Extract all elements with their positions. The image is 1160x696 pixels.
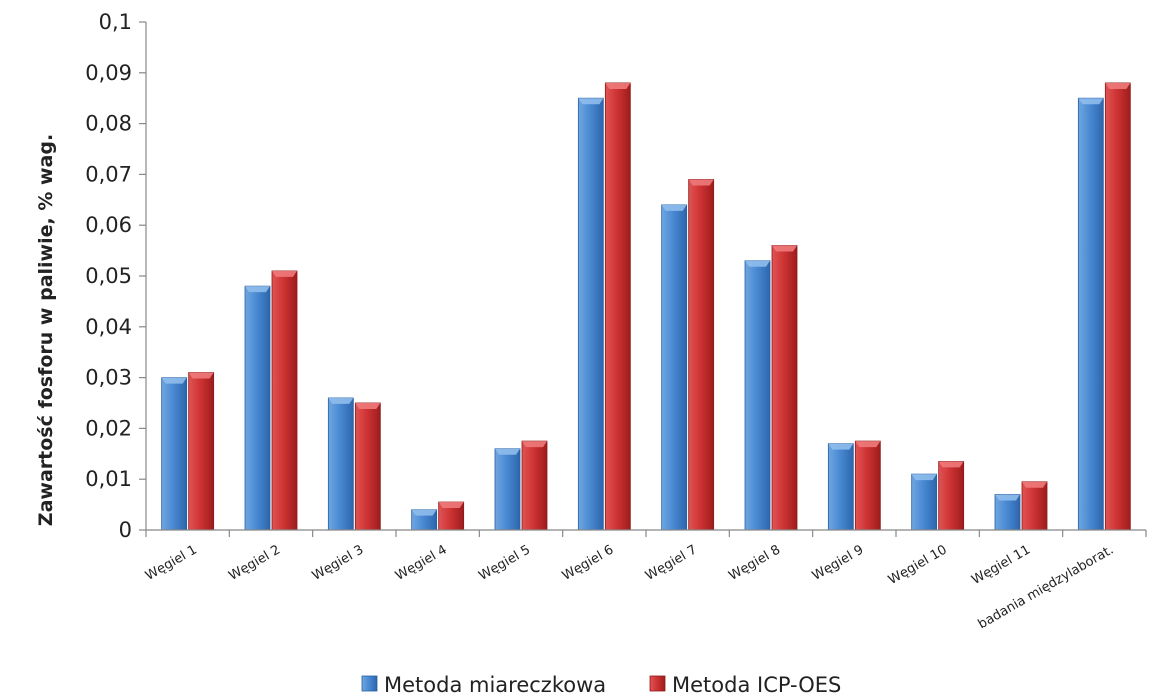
x-tick-label: badania międzylaborat. [976,542,1117,632]
y-axis-label: Zawartość fosforu w paliwie, % wag. [35,134,57,526]
bar-metoda-miareczkowa [411,509,438,531]
y-tick-label: 0,07 [85,162,132,186]
bar-metoda-icp-oes [938,461,965,531]
y-tick-label: 0,06 [85,213,132,237]
bar-metoda-miareczkowa [661,204,688,531]
x-tick-label: Węgiel 11 [969,542,1033,587]
bar-metoda-miareczkowa [911,473,938,531]
bar-metoda-miareczkowa [327,397,354,531]
bar-metoda-icp-oes [438,501,465,531]
x-tick-label: Węgiel 10 [886,542,950,587]
x-tick-label: Węgiel 3 [310,542,367,583]
bar-metoda-icp-oes [521,440,548,531]
bar-metoda-icp-oes [188,372,215,531]
bar-metoda-miareczkowa [244,285,271,531]
bar-metoda-miareczkowa [161,377,188,531]
x-tick-label: Węgiel 4 [393,542,450,583]
bar-metoda-icp-oes [1104,82,1131,531]
x-tick-label: Węgiel 1 [143,542,200,583]
legend-swatch [361,675,378,692]
bar-metoda-icp-oes [1021,481,1048,531]
y-tick-label: 0,04 [85,315,132,339]
x-tick-label: Węgiel 6 [560,542,617,583]
legend-item: Metoda ICP-OES [649,673,841,696]
x-tick-label: Węgiel 5 [476,542,533,583]
bars [161,82,1131,531]
bar-metoda-miareczkowa [744,260,771,531]
y-tick-label: 0,09 [85,61,132,85]
y-tick-label: 0,1 [99,10,132,34]
x-axis: Węgiel 1 Węgiel 2 Węgiel 3 Węgiel 4 Węgiel 5… [143,529,1147,632]
bar-metoda-miareczkowa [827,443,854,531]
x-tick-label: Węgiel 2 [226,542,283,583]
bar-metoda-icp-oes [604,82,631,531]
legend-label: Metoda miareczkowa [384,673,606,696]
x-tick-label: Węgiel 7 [643,542,700,583]
x-tick-label: Węgiel 9 [810,542,867,583]
legend-item: Metoda miareczkowa [361,673,606,696]
y-tick-label: 0 [119,518,132,542]
legend: Metoda miareczkowa Metoda ICP-OES [361,673,841,696]
y-axis: 0 0,01 0,02 0,03 0,04 0,05 0,06 0,07 0,08 0,09 0,1 [85,10,147,542]
legend-swatch [649,675,666,692]
legend-label: Metoda ICP-OES [672,673,841,696]
y-tick-label: 0,02 [85,416,132,440]
y-tick-label: 0,08 [85,112,132,136]
y-tick-label: 0,01 [85,467,132,491]
bar-metoda-icp-oes [771,245,798,531]
bar-metoda-miareczkowa [494,448,521,531]
bar-metoda-icp-oes [354,402,381,531]
bar-metoda-miareczkowa [577,97,604,531]
bar-metoda-miareczkowa [1077,97,1104,531]
x-tick-label: Węgiel 8 [726,542,783,583]
y-tick-label: 0,03 [85,366,132,390]
bar-metoda-icp-oes [854,440,881,531]
bar-metoda-icp-oes [271,270,298,531]
bar-metoda-icp-oes [688,179,715,531]
y-tick-label: 0,05 [85,264,132,288]
bar-metoda-miareczkowa [994,494,1021,531]
